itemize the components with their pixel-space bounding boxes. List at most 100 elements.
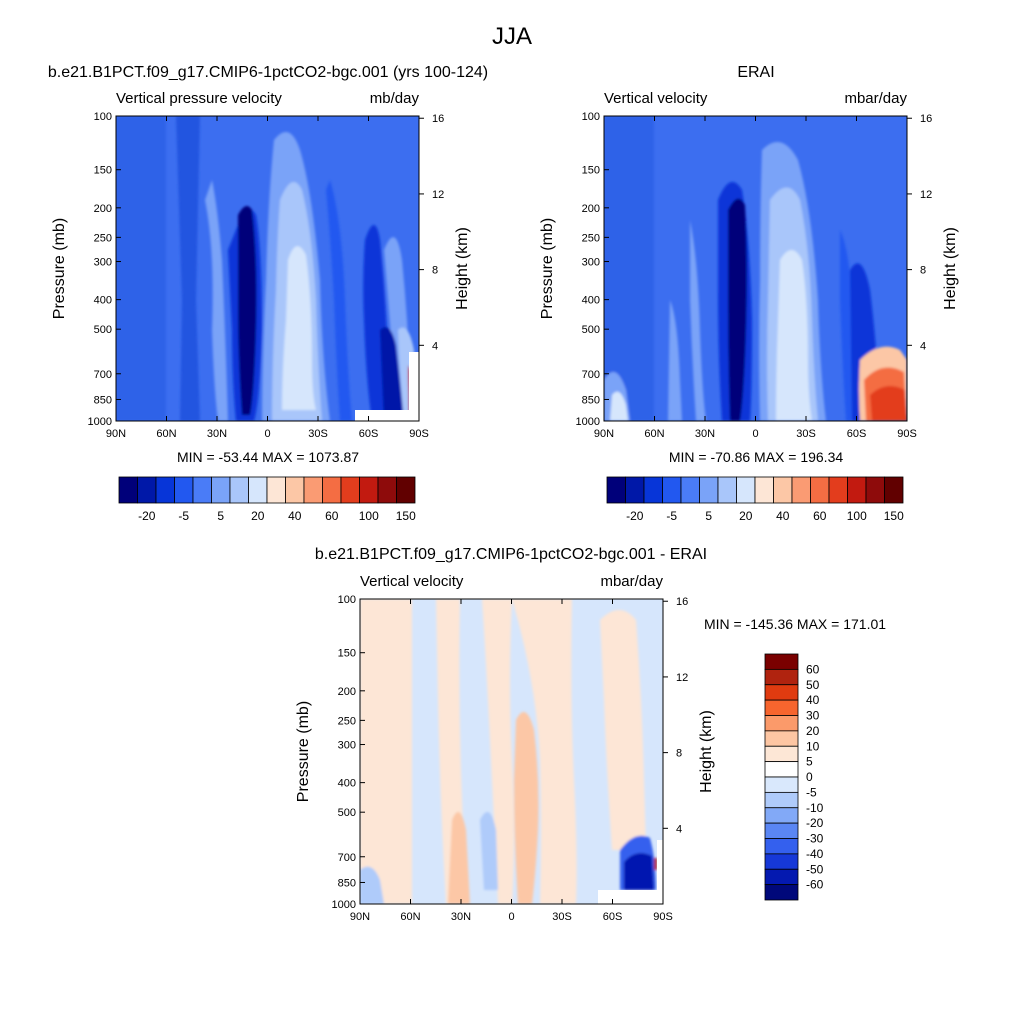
colorbar-label: -40 [806,847,824,861]
y2-tick-label: 12 [920,189,932,201]
y2-tick-label: 12 [432,189,444,201]
colorbar-label: 20 [251,509,265,523]
colorbar-swatch [884,476,904,504]
y-tick-label: 700 [338,852,356,864]
y2-tick-label: 4 [432,340,438,352]
y2-tick-label: 16 [920,113,932,125]
colorbar-label: -5 [806,785,817,799]
colorbar-swatch [643,476,663,504]
colorbar-swatch [847,476,867,504]
colorbar-swatch [764,776,799,793]
colorbar-swatch [791,476,811,504]
colorbar-swatch [285,476,305,504]
figure-title: JJA [492,23,532,50]
x-tick-label: 90N [350,911,370,923]
colorbar-label: 40 [776,509,790,523]
colorbar-swatch [118,476,138,504]
colorbar-label: 40 [806,693,820,707]
colorbar-label: -5 [666,509,677,523]
y-tick-label: 300 [94,257,112,269]
x-tick-label: 0 [264,428,270,440]
y-tick-label: 850 [94,394,112,406]
panel-model: b.e21.B1PCT.f09_g17.CMIP6-1pctCO2-bgc.00… [48,64,488,523]
x-tick-label: 90N [106,428,126,440]
colorbar-swatch [764,884,799,901]
y2-tick-label: 8 [432,265,438,277]
y-tick-label: 200 [94,203,112,215]
y-tick-label: 400 [582,295,600,307]
colorbar-label: 100 [847,509,867,523]
x-tick-label: 60S [847,428,867,440]
colorbar-swatch [764,745,799,763]
colorbar-label: 100 [359,509,379,523]
colorbar-label: 60 [325,509,339,523]
panel-3-units: mbar/day [600,573,663,590]
panel-3-field [360,599,663,904]
colorbar-swatch [810,476,830,504]
colorbar-swatch [322,476,342,504]
colorbar-label: 5 [806,755,813,769]
y2-tick-label: 8 [676,748,682,760]
y-tick-label: 100 [338,594,356,606]
colorbar-label: 150 [884,509,904,523]
colorbar-label: -20 [138,509,156,523]
panel-1-left-label: Vertical pressure velocity [116,90,282,107]
x-tick-label: 60S [603,911,623,923]
colorbar-swatch [396,476,416,504]
x-tick-label: 0 [752,428,758,440]
y-tick-label: 250 [338,715,356,727]
panel-difference: b.e21.B1PCT.f09_g17.CMIP6-1pctCO2-bgc.00… [295,546,886,923]
colorbar-swatch [229,476,249,504]
panel-1-field [116,116,419,421]
colorbar-swatch [137,476,157,504]
x-tick-label: 30N [451,911,471,923]
x-tick-label: 90N [594,428,614,440]
colorbar-swatch [764,699,799,716]
colorbar-swatch [211,476,231,504]
y-tick-label: 100 [582,111,600,123]
colorbar-swatch [359,476,379,504]
colorbar-swatch [155,476,175,504]
colorbar-label: -10 [806,801,824,815]
y-tick-label: 150 [582,165,600,177]
panel-1-stats: MIN = -53.44 MAX = 1073.87 [177,449,359,465]
colorbar-swatch [764,730,799,747]
y-tick-label: 500 [338,807,356,819]
x-tick-label: 30S [552,911,572,923]
x-tick-label: 90S [653,911,673,923]
panel-3-stats: MIN = -145.36 MAX = 171.01 [704,616,886,632]
y-axis-label: Pressure (mb) [295,701,312,802]
panel-1-units: mb/day [370,90,420,107]
y-tick-label: 300 [338,740,356,752]
colorbar-swatch [764,868,799,886]
colorbar-label: -20 [806,816,824,830]
colorbar-label: 0 [806,770,813,784]
colorbar-swatch [625,476,645,504]
colorbar-label: -30 [806,832,824,846]
colorbar-label: 5 [217,509,224,523]
y2-tick-label: 4 [920,340,926,352]
x-tick-label: 30S [796,428,816,440]
panel-1-title: b.e21.B1PCT.f09_g17.CMIP6-1pctCO2-bgc.00… [48,64,488,81]
y-tick-label: 200 [338,686,356,698]
colorbar-swatch [764,761,799,778]
y-tick-label: 700 [582,369,600,381]
y-tick-label: 850 [338,877,356,889]
y-tick-label: 250 [94,232,112,244]
y-tick-label: 850 [582,394,600,406]
y-axis-label: Pressure (mb) [539,218,556,319]
colorbar-swatch [192,476,212,504]
colorbar-swatch [303,476,323,504]
colorbar-swatch [764,684,799,701]
colorbar-swatch [266,476,286,504]
colorbar-swatch [828,476,848,504]
y-tick-label: 500 [94,324,112,336]
y2-axis-label: Height (km) [942,227,959,310]
panel-2-field [604,116,907,421]
panel-2-left-label: Vertical velocity [604,90,708,107]
colorbar-swatch [377,476,397,504]
y2-tick-label: 12 [676,672,688,684]
